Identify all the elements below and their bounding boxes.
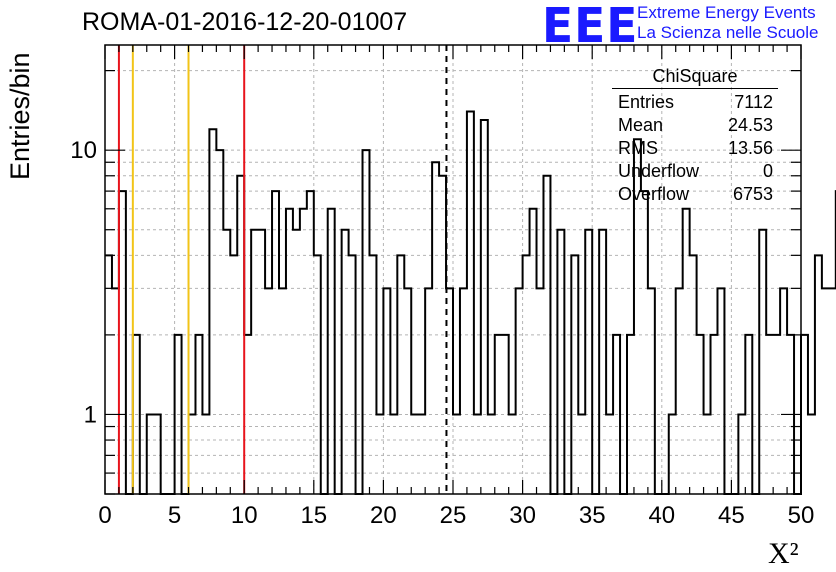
y-tick-label: 10 [70,137,97,164]
histogram-bin [467,112,474,494]
x-tick-label: 20 [370,502,397,529]
x-tick-label: 10 [231,502,258,529]
histogram-bin [307,191,314,494]
stat-value: 6753 [732,184,773,204]
stat-row-entries: Entries 7112 [612,91,778,114]
histogram-bin [342,230,349,494]
x-tick-label: 30 [509,502,536,529]
histogram-bin [119,191,126,494]
histogram-bin [265,288,272,494]
y-tick-label: 1 [84,401,97,428]
histogram-bin [383,288,390,494]
histogram-bin [557,230,564,494]
histogram-bin [397,255,404,494]
x-tick-label: 25 [440,502,467,529]
stat-label: Entries [618,92,675,112]
histogram-bin [300,209,307,494]
histogram-bin [822,288,829,494]
histogram-bin [272,191,279,494]
axes: 0 5 10 15 20 25 30 35 40 45 50 1 10 [70,44,815,529]
x-tick-label: 50 [788,502,815,529]
histogram-bin [829,288,836,494]
histogram-bin [815,255,822,494]
stat-row-mean: Mean 24.53 [612,114,778,137]
histogram-bin [286,209,293,494]
eee-logo-mark: EEE [542,0,639,54]
stat-value: 24.53 [727,115,773,135]
stat-label: RMS [618,138,658,158]
histogram-bin [537,288,544,494]
histogram-bin [369,255,376,494]
histogram-bin [599,230,606,494]
histogram-bin [808,414,815,494]
histogram-bin [223,230,230,494]
histogram-bin [349,255,356,494]
stat-label: Mean [618,115,664,135]
histogram-bin [209,129,216,494]
vertical-markers [117,45,448,494]
histogram-bin [460,288,467,494]
histogram-bin [251,230,258,494]
x-tick-label: 0 [98,502,111,529]
logo-line-2: La Scienza nelle Scuole [637,23,819,42]
x-tick-label: 45 [718,502,745,529]
histogram-bin [571,255,578,494]
histogram-bin [363,150,370,494]
stat-row-rms: RMS 13.56 [612,137,778,160]
logo-line-1: Extreme Energy Events [637,3,816,22]
x-tick-label: 35 [579,502,606,529]
histogram-bin [801,335,808,494]
stat-label: Underflow [618,161,700,181]
x-axis-label: X² [768,537,799,570]
histogram-bin [112,288,119,494]
stat-value: 13.56 [727,138,773,158]
histogram-bin [523,255,530,494]
stat-value: 0 [762,161,773,181]
histogram-bin [328,209,335,494]
histogram-bars [105,110,836,495]
x-tick-label: 5 [168,502,181,529]
stats-box-title: ChiSquare [612,66,778,89]
histogram-bin [530,209,537,494]
histogram-bin [641,191,648,494]
x-tick-label: 15 [300,502,327,529]
stat-row-overflow: Overflow 6753 [612,183,778,206]
y-axis-label: Entries/bin [5,52,35,180]
histogram-bin [648,288,655,494]
histogram-bin [516,288,523,494]
stat-row-underflow: Underflow 0 [612,160,778,183]
stat-label: Overflow [618,184,690,204]
histogram-bin [404,288,411,494]
histogram-step-line [105,110,836,495]
histogram-bin [432,162,439,494]
histogram-bin [717,288,724,494]
histogram-bin [585,230,592,494]
stat-value: 7112 [734,92,773,112]
histogram-bin [683,209,690,494]
histogram-bin [780,288,787,494]
histogram-bin [216,150,223,494]
histogram-bin [759,230,766,494]
histogram-bin [314,255,321,494]
histogram-bin [425,288,432,494]
histogram-bin [258,230,265,494]
histogram-bin [230,255,237,494]
stats-box: ChiSquare Entries 7112 Mean 24.53 RMS 13… [612,66,778,206]
chart-title: ROMA-01-2016-12-20-01007 [82,8,408,36]
histogram-bin [690,255,697,494]
histogram-bin [676,288,683,494]
x-tick-label: 40 [648,502,675,529]
histogram-bin [279,288,286,494]
histogram-bin [293,230,300,494]
histogram-bin [105,255,112,494]
